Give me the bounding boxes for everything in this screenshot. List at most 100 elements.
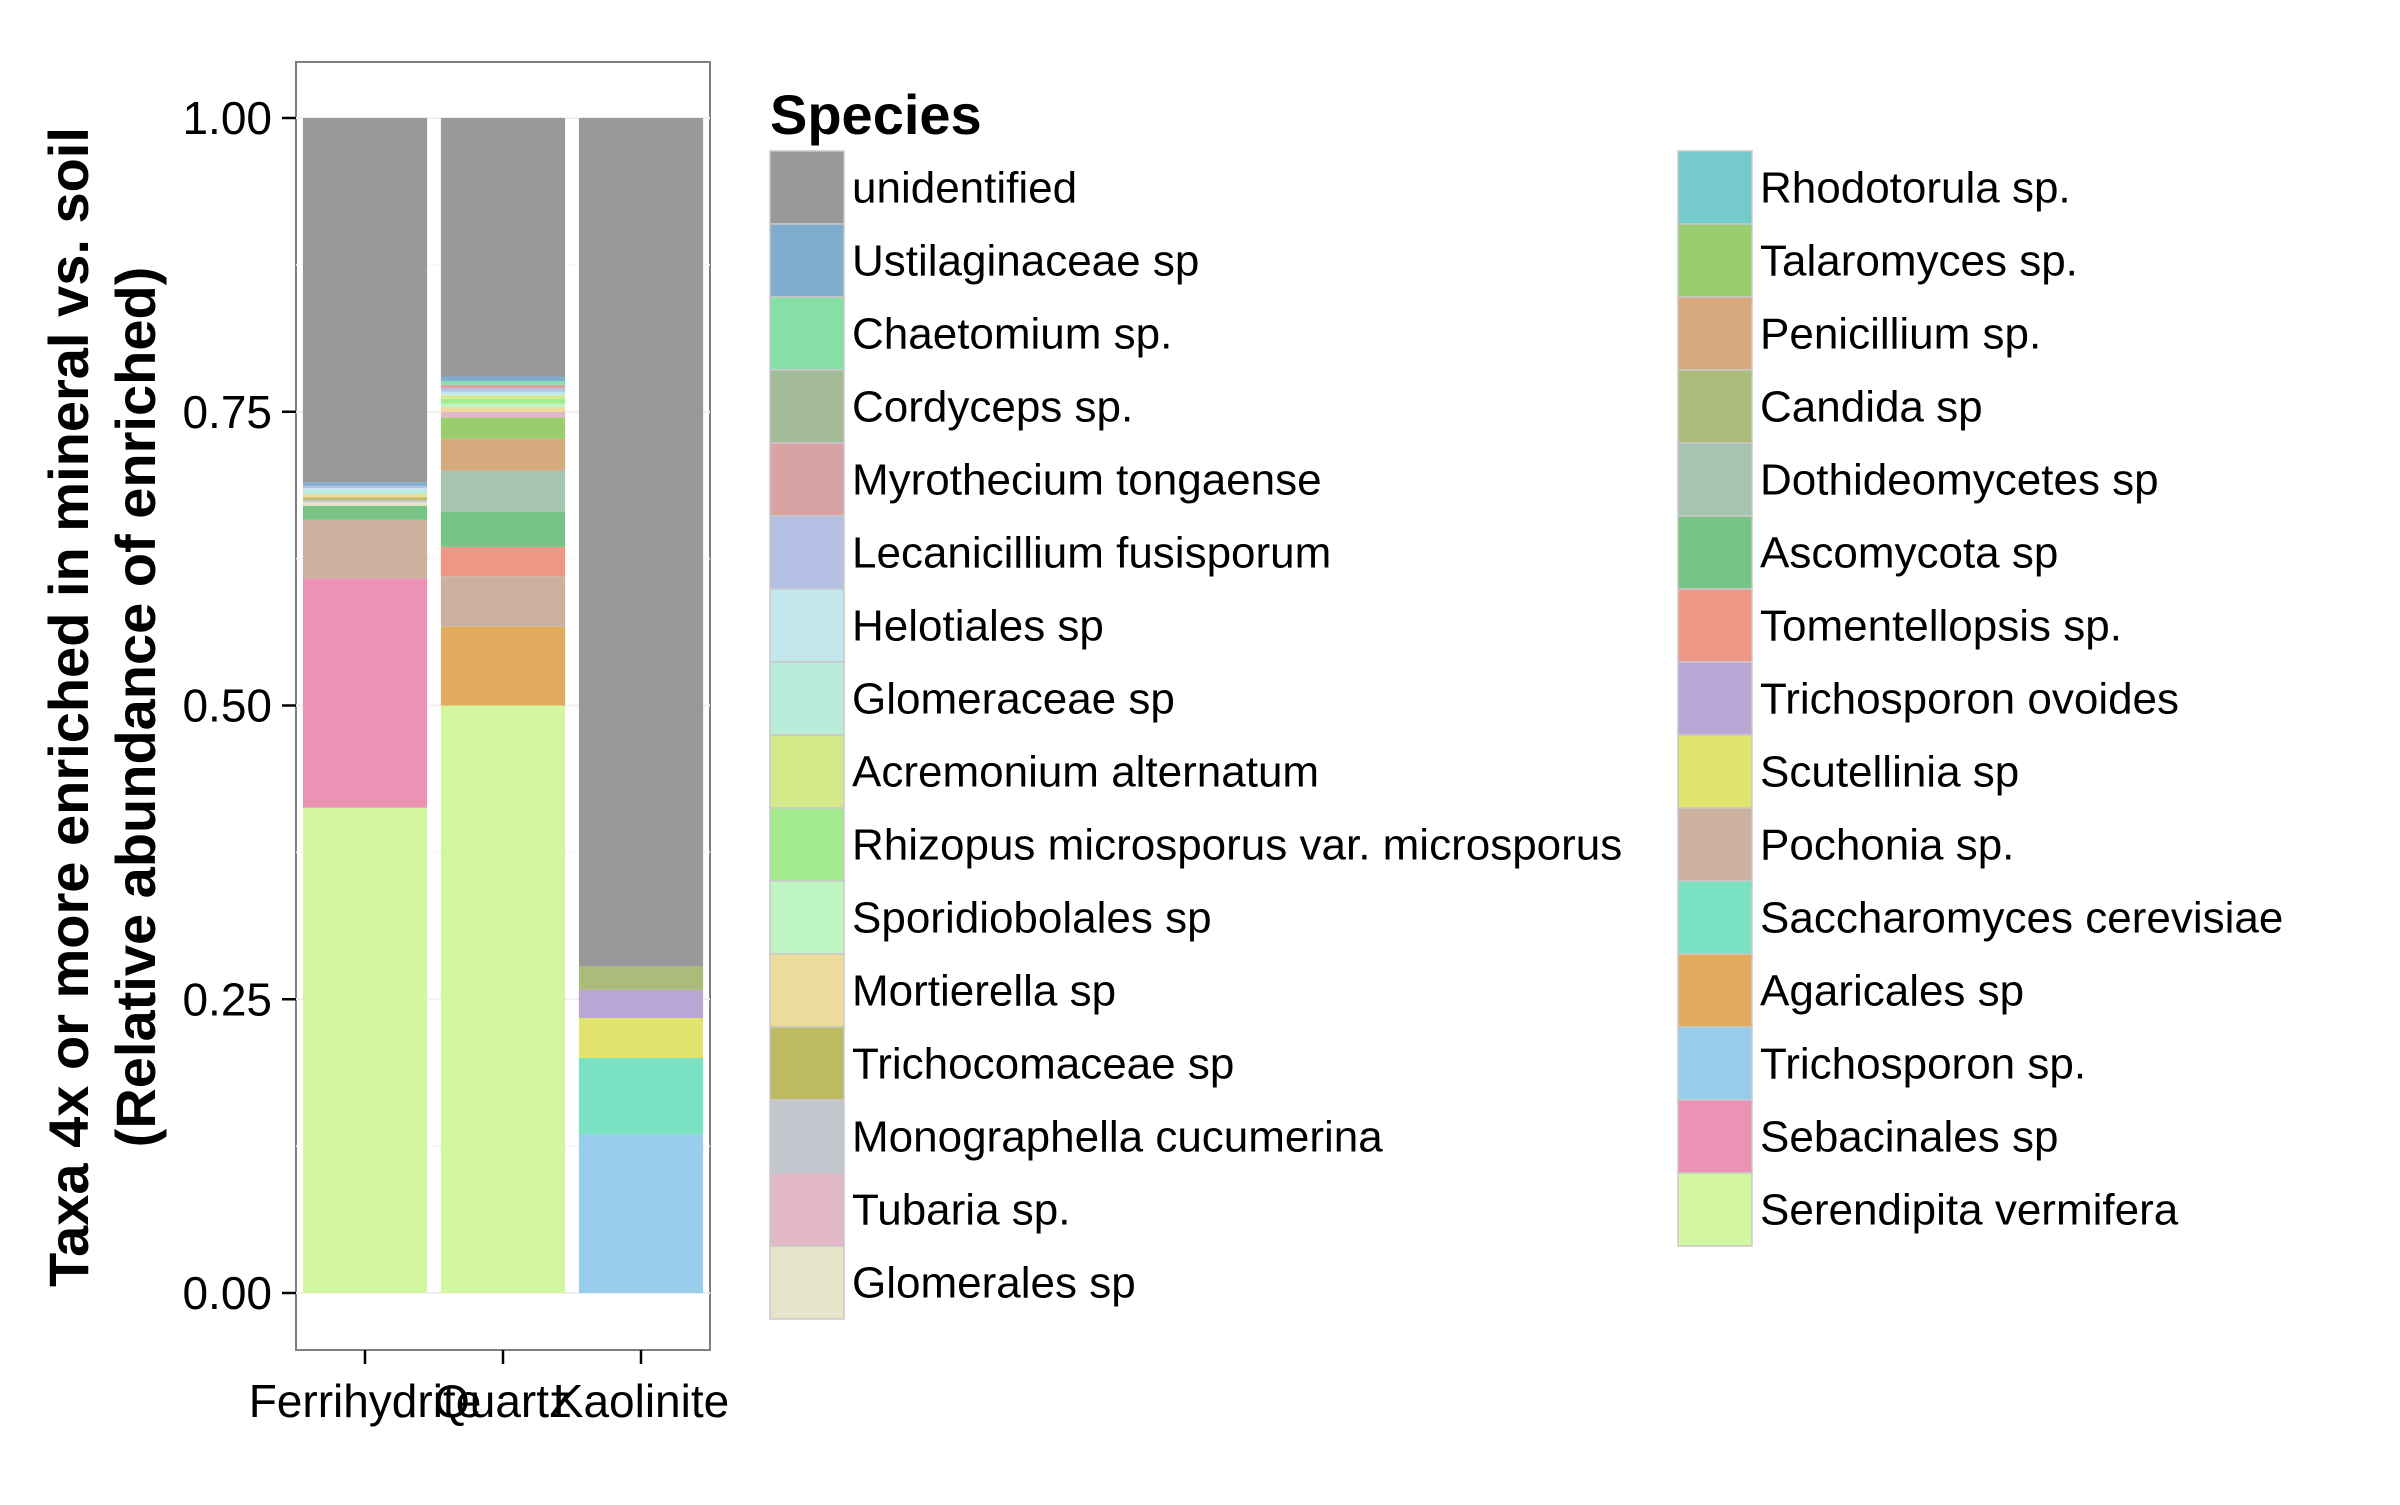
legend-key: [769, 1245, 845, 1320]
legend-key: [769, 515, 845, 590]
legend-key: [769, 223, 845, 298]
x-tick-label: Ferrihydrite: [249, 1375, 482, 1427]
y-axis-title: Taxa 4x or more enriched in mineral vs. …: [37, 127, 167, 1287]
bar-segment: [440, 411, 566, 418]
legend-key: [1677, 150, 1753, 225]
y-axis-title-line-2: (Relative abundance of enriched): [104, 267, 167, 1148]
legend-key: [1677, 296, 1753, 371]
x-tick-label: Quartz: [434, 1375, 572, 1427]
legend-key: [769, 880, 845, 955]
x-tick-label: Kaolinite: [553, 1375, 729, 1427]
y-tick-label: 0.50: [182, 680, 272, 732]
legend-label: Penicillium sp.: [1760, 310, 2041, 359]
legend-label: Saccharomyces cerevisiae: [1760, 894, 2283, 943]
bar-segment: [302, 485, 428, 489]
bar-segment: [440, 407, 566, 412]
bar-segment: [302, 488, 428, 491]
bar-segment: [440, 381, 566, 385]
legend-label: Ustilaginaceae sp: [852, 237, 1199, 286]
legend-label: Talaromyces sp.: [1760, 237, 2078, 286]
legend: Species unidentified Ustilaginaceae sp Cha…: [769, 83, 2283, 1320]
legend-key: [1677, 661, 1753, 736]
bar-segment: [440, 376, 566, 382]
legend-label: Trichocomaceae sp: [852, 1040, 1234, 1089]
bar-segment: [302, 118, 428, 483]
bar-segment: [440, 438, 566, 471]
legend-key: [769, 661, 845, 736]
legend-label: Rhizopus microsporus var. microsporus: [852, 821, 1622, 870]
legend-label: Agaricales sp: [1760, 967, 2024, 1016]
legend-key: [769, 734, 845, 809]
legend-title: Species: [770, 83, 982, 146]
legend-key: [769, 296, 845, 371]
bar-segment: [302, 494, 428, 498]
legend-label: Chaetomium sp.: [852, 310, 1172, 359]
legend-label: Tubaria sp.: [852, 1186, 1070, 1235]
legend-key: [769, 1026, 845, 1101]
legend-key: [1677, 223, 1753, 298]
bar-segment: [578, 966, 704, 990]
bar-segment: [440, 384, 566, 389]
legend-label: Mortierella sp: [852, 967, 1116, 1016]
legend-key: [769, 807, 845, 882]
legend-label: Dothideomycetes sp: [1760, 456, 2159, 505]
bar-segment: [302, 578, 428, 808]
bar-segment: [440, 403, 566, 408]
legend-key: [769, 1172, 845, 1247]
bar-segment: [302, 490, 428, 494]
bar-stack-ferrihydrite: [302, 118, 428, 1293]
legend-key: [769, 442, 845, 517]
legend-label: Glomeraceae sp: [852, 675, 1175, 724]
legend-label: Pochonia sp.: [1760, 821, 2014, 870]
bar-segment: [578, 1134, 704, 1293]
bar-segment: [440, 395, 566, 399]
bar-segment: [440, 546, 566, 577]
legend-label: Trichosporon sp.: [1760, 1040, 2086, 1089]
bar-segment: [578, 1058, 704, 1135]
legend-key: [769, 953, 845, 1028]
bar-segment: [440, 626, 566, 706]
bar-segment: [578, 118, 704, 967]
bar-segment: [302, 482, 428, 486]
y-tick-label: 0.75: [182, 386, 272, 438]
legend-label: Trichosporon ovoides: [1760, 675, 2179, 724]
legend-label: Ascomycota sp: [1760, 529, 2058, 578]
legend-label: Glomerales sp: [852, 1259, 1136, 1308]
y-tick-label: 0.00: [182, 1267, 272, 1319]
legend-label: Helotiales sp: [852, 602, 1104, 651]
y-tick-label: 1.00: [182, 92, 272, 144]
bar-segment: [302, 497, 428, 500]
legend-key: [1677, 1172, 1753, 1247]
legend-label: Acremonium alternatum: [852, 748, 1319, 797]
legend-key: [1677, 1026, 1753, 1101]
bar-segment: [578, 989, 704, 1019]
legend-label: Tomentellopsis sp.: [1760, 602, 2122, 651]
legend-key: [769, 369, 845, 444]
legend-label: Sebacinales sp: [1760, 1113, 2058, 1162]
bar-segment: [578, 1018, 704, 1058]
legend-label: Cordyceps sp.: [852, 383, 1133, 432]
bar-segment: [440, 398, 566, 404]
y-axis: 0.00 0.25 0.50 0.75 1.00: [182, 92, 296, 1319]
legend-key: [769, 150, 845, 225]
legend-key: [1677, 515, 1753, 590]
bar-segment: [440, 511, 566, 547]
bar-stack-quartz: [440, 118, 566, 1293]
legend-label: Candida sp: [1760, 383, 1983, 432]
legend-key: [769, 1099, 845, 1174]
legend-key: [1677, 369, 1753, 444]
bar-segment: [302, 499, 428, 503]
y-axis-title-line-1: Taxa 4x or more enriched in mineral vs. …: [37, 127, 100, 1287]
legend-label: Monographella cucumerina: [852, 1113, 1383, 1162]
legend-label: unidentified: [852, 164, 1077, 213]
bar-segment: [440, 705, 566, 1293]
bar-segment: [440, 388, 566, 392]
y-tick-label: 0.25: [182, 973, 272, 1025]
legend-key: [1677, 1099, 1753, 1174]
legend-label: Myrothecium tongaense: [852, 456, 1322, 505]
bar-segment: [440, 417, 566, 439]
bar-stacks: [302, 118, 704, 1293]
bar-segment: [302, 807, 428, 1293]
